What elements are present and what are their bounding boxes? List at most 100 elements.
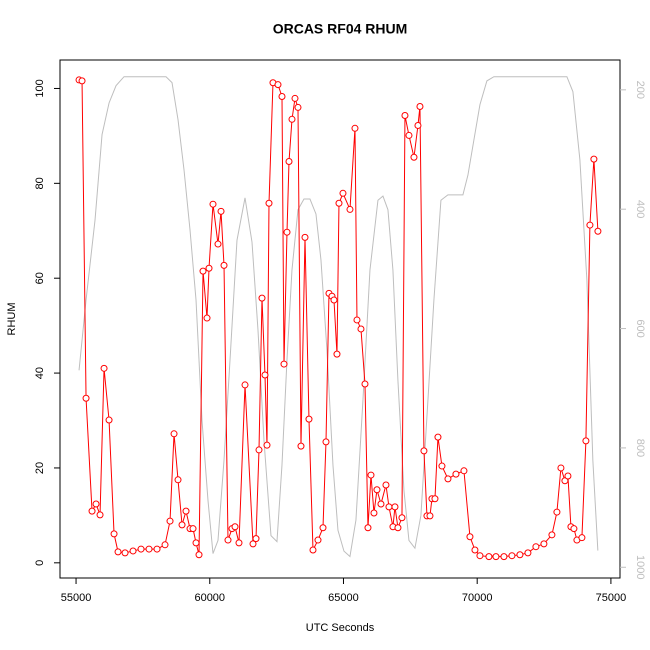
y-tick-label: 20	[34, 462, 46, 474]
data-point	[346, 205, 354, 213]
data-point	[594, 227, 602, 235]
data-point	[367, 471, 375, 479]
data-point	[444, 475, 452, 483]
data-point	[319, 524, 327, 532]
data-point	[224, 536, 232, 544]
data-point	[241, 381, 249, 389]
data-point	[278, 93, 286, 101]
data-point	[96, 511, 104, 519]
data-point	[330, 296, 338, 304]
data-point	[205, 264, 213, 272]
data-point	[398, 514, 406, 522]
data-point	[305, 415, 313, 423]
data-point	[280, 360, 288, 368]
data-point	[217, 207, 225, 215]
x-tick-label: 65000	[328, 592, 359, 604]
data-point	[220, 261, 228, 269]
data-point	[121, 549, 129, 557]
data-point	[357, 325, 365, 333]
y2-tick-label: 600	[634, 319, 646, 337]
data-point	[434, 433, 442, 441]
data-point	[114, 548, 122, 556]
data-point	[508, 552, 516, 560]
y-tick-label: 40	[34, 367, 46, 379]
data-point	[249, 540, 257, 548]
series-line	[78, 79, 599, 558]
x-axis-label: UTC Seconds	[306, 622, 375, 634]
x-tick-label: 55000	[61, 592, 92, 604]
data-point	[192, 539, 200, 547]
data-point	[261, 371, 269, 379]
data-point	[516, 551, 524, 559]
data-point	[301, 233, 309, 241]
data-point	[339, 189, 347, 197]
data-point	[377, 500, 385, 508]
data-point	[548, 531, 556, 539]
data-point	[285, 158, 293, 166]
data-point	[170, 430, 178, 438]
data-point	[195, 551, 203, 559]
data-point	[78, 77, 86, 85]
data-point	[203, 314, 211, 322]
y-tick-label: 100	[34, 79, 46, 97]
data-point	[145, 545, 153, 553]
data-point	[353, 316, 361, 324]
data-point	[401, 112, 409, 119]
data-point	[129, 547, 137, 555]
data-point	[416, 102, 424, 110]
data-point	[333, 350, 341, 358]
data-point	[373, 486, 381, 494]
data-point	[438, 462, 446, 470]
data-point	[153, 545, 161, 553]
data-point	[209, 200, 217, 208]
data-point	[385, 503, 393, 511]
plot-box	[59, 59, 621, 579]
data-point	[283, 228, 291, 236]
data-point	[471, 546, 479, 554]
data-point	[382, 481, 390, 489]
data-point	[189, 525, 197, 533]
y2-tick-label: 1000	[634, 555, 646, 579]
data-point	[235, 539, 243, 547]
data-point	[582, 437, 590, 445]
data-point	[553, 508, 561, 516]
data-point	[178, 521, 186, 529]
data-point	[431, 495, 439, 503]
data-point	[590, 155, 598, 163]
data-point	[110, 530, 118, 538]
data-point	[88, 507, 96, 515]
series-line	[78, 76, 599, 558]
data-point	[322, 438, 330, 446]
data-point	[476, 552, 484, 560]
x-tick-label: 60000	[194, 592, 225, 604]
data-point	[532, 543, 540, 551]
data-point	[452, 470, 460, 478]
data-point	[255, 446, 263, 454]
x-tick-label: 75000	[596, 592, 627, 604]
y2-tick-label: 200	[634, 81, 646, 99]
data-point	[414, 121, 422, 129]
data-point	[258, 294, 266, 302]
data-point	[288, 115, 296, 123]
data-point	[564, 472, 572, 480]
data-point	[500, 553, 508, 561]
data-point	[105, 416, 113, 424]
data-point	[410, 153, 418, 161]
data-point	[391, 503, 399, 511]
y-tick-label: 80	[34, 177, 46, 189]
data-point	[252, 535, 260, 543]
data-point	[524, 549, 532, 557]
data-point	[361, 380, 369, 388]
data-point	[137, 545, 145, 553]
y2-tick-label: 800	[634, 439, 646, 457]
data-point	[540, 540, 548, 548]
data-point	[265, 199, 273, 207]
data-point	[297, 442, 305, 450]
y-axis-label: RHUM	[6, 303, 18, 336]
data-point	[100, 364, 108, 372]
data-point	[274, 81, 282, 89]
data-point	[309, 546, 317, 554]
data-point	[161, 541, 169, 549]
data-point	[405, 131, 413, 139]
y-tick-label: 0	[34, 560, 46, 566]
